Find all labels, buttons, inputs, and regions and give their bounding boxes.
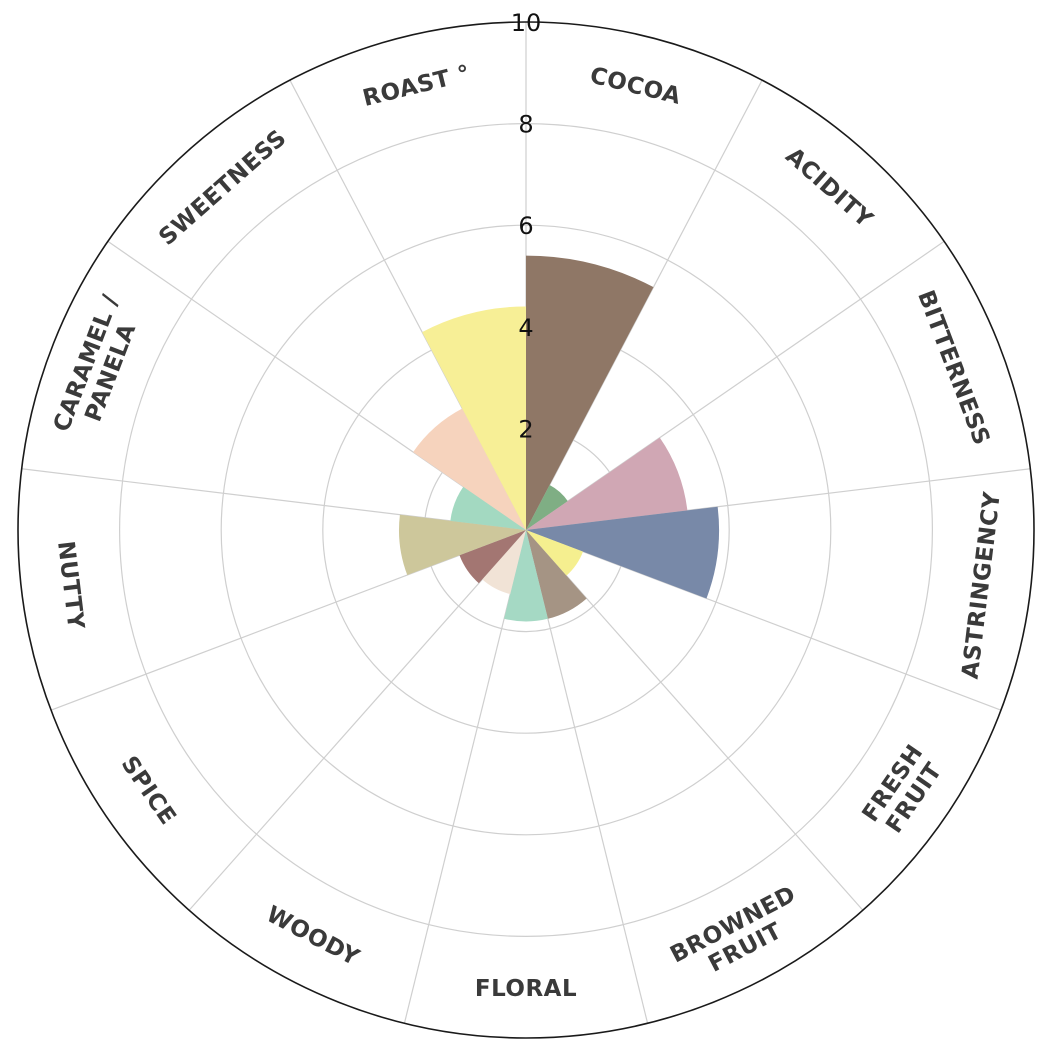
category-label: FRESHFRUIT xyxy=(857,740,949,842)
wedge-sweetness xyxy=(413,408,526,530)
wedge-acidity xyxy=(526,485,568,530)
category-label-text: COCOA xyxy=(587,63,683,110)
wedge-woody xyxy=(482,530,526,595)
category-label-text: SWEETNESS xyxy=(154,125,292,251)
radial-ticks: 2 4 6 8 10 xyxy=(511,9,542,443)
category-label-text: SPICE xyxy=(116,752,181,830)
category-label-text: BROWNEDFRUIT xyxy=(666,881,812,991)
category-label-text: FRESHFRUIT xyxy=(857,740,949,842)
wedge-nutty xyxy=(399,514,526,576)
category-label-text: WOODY xyxy=(262,901,364,971)
grid-spoke xyxy=(525,529,864,911)
category-label-text: ACIDITY xyxy=(780,143,877,233)
wedge-astringency xyxy=(526,506,720,599)
tick-label: 2 xyxy=(518,415,533,443)
category-label: WOODY xyxy=(262,901,364,971)
category-label: COCOA xyxy=(587,63,683,110)
category-label: ROAST ° xyxy=(360,61,473,112)
category-label: SPICE xyxy=(116,752,181,830)
wedge-cocoa xyxy=(526,255,654,530)
category-label-text: NUTTY xyxy=(52,540,89,631)
category-label: FLORAL xyxy=(475,976,577,1002)
wedge-fresh-fruit xyxy=(526,530,583,576)
tick-label: 8 xyxy=(518,111,533,139)
category-label: BROWNEDFRUIT xyxy=(666,881,812,991)
category-label-text: ASTRINGENCY xyxy=(957,490,1005,680)
category-label: SWEETNESS xyxy=(154,125,292,251)
tick-label: 4 xyxy=(518,314,533,342)
grid-spoke xyxy=(188,529,527,911)
wedge-bitterness xyxy=(526,437,688,530)
wedge-caramel-panela xyxy=(450,486,526,530)
category-label: ASTRINGENCY xyxy=(957,490,1005,680)
wedge-spice xyxy=(459,530,526,584)
wedge-floral xyxy=(504,530,548,622)
wedges xyxy=(399,255,720,622)
category-label-text: ROAST ° xyxy=(360,61,473,112)
wedge-roast xyxy=(422,306,526,530)
tick-label: 6 xyxy=(518,212,533,240)
category-label: ACIDITY xyxy=(780,143,877,233)
grid-spoke xyxy=(525,468,1031,531)
category-label: NUTTY xyxy=(52,540,89,631)
category-label: BITTERNESS xyxy=(912,287,994,449)
category-label-text: BITTERNESS xyxy=(912,287,994,449)
wedge-browned-fruit xyxy=(526,530,587,619)
outer-ring xyxy=(17,21,1035,1039)
grid-spoke xyxy=(21,468,527,531)
category-label-text: FLORAL xyxy=(475,976,577,1002)
tick-label: 10 xyxy=(511,9,542,37)
